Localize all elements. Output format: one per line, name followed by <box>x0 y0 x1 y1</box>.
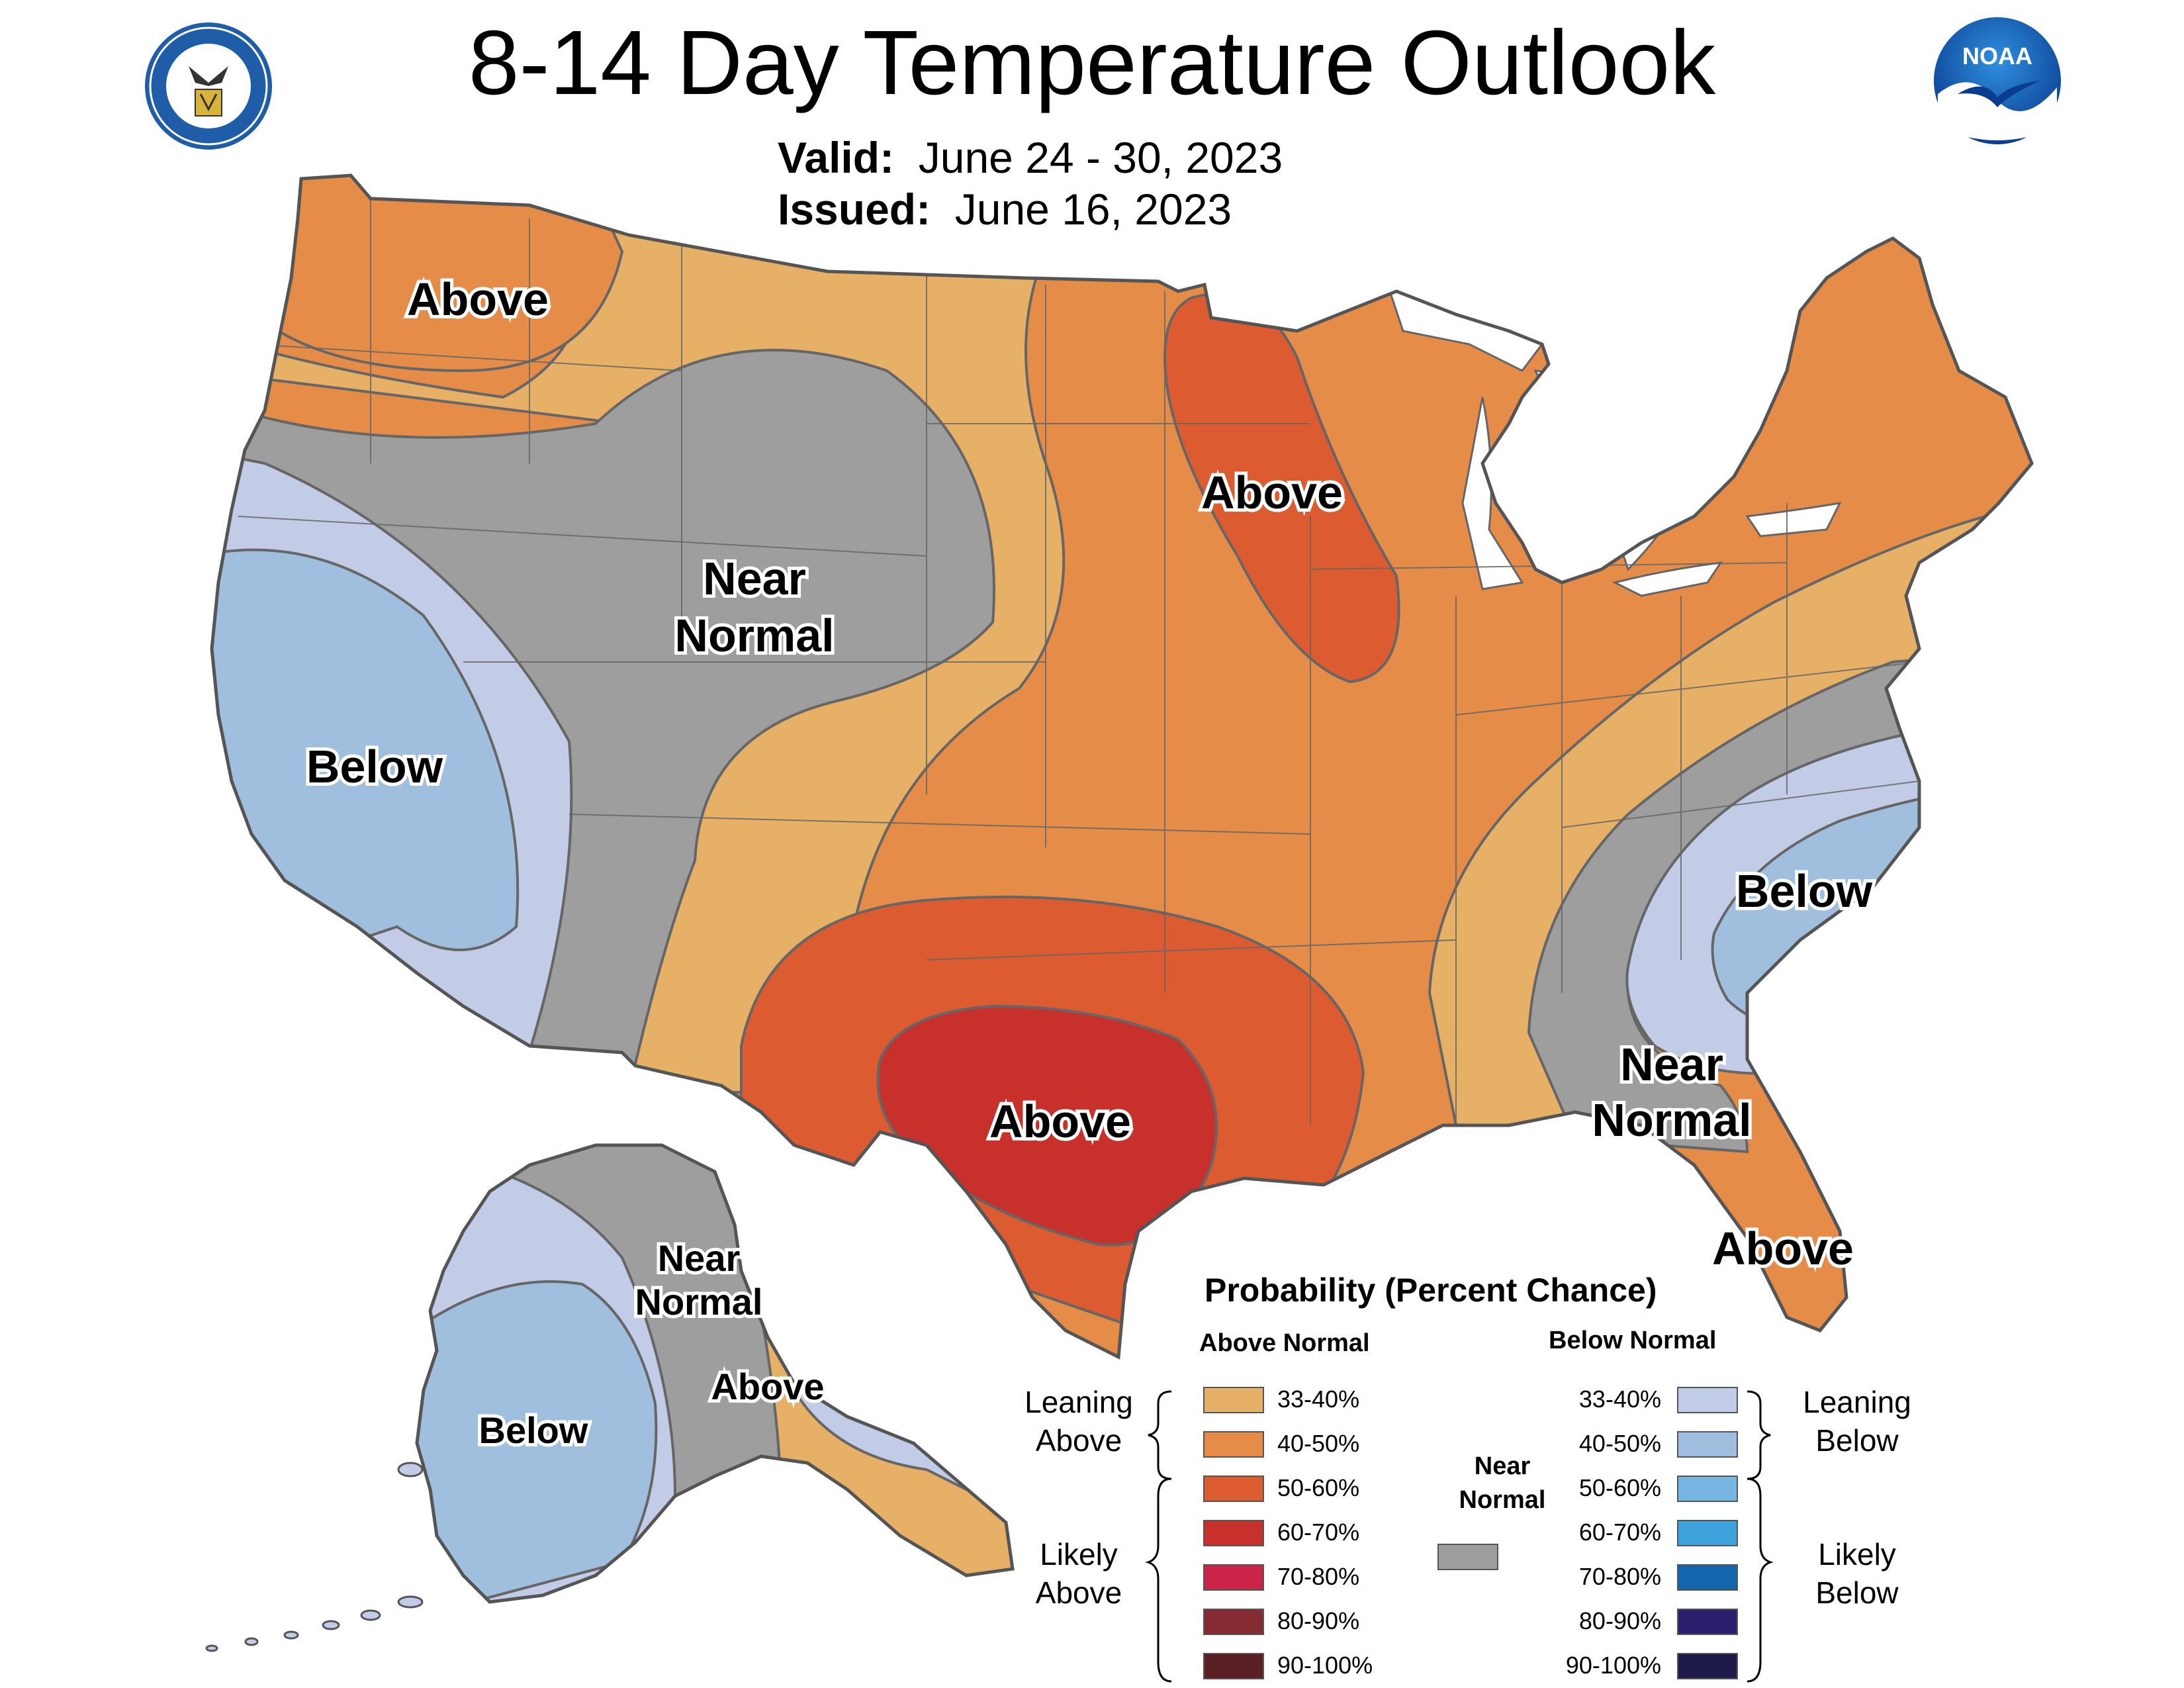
label-texas: Above <box>989 1096 1131 1147</box>
label-california: Below <box>306 741 443 792</box>
valid-value: June 24 - 30, 2023 <box>918 133 1283 182</box>
label-upper-midwest: Above <box>1201 467 1343 518</box>
label-alaska-near-1: Near <box>658 1237 741 1279</box>
label-southeast-near-2: Normal <box>1592 1094 1751 1146</box>
legend-below-swatch-3 <box>1677 1476 1738 1502</box>
legend-above-label-7: 90-100% <box>1277 1652 1373 1679</box>
legend-near-normal: Near Normal <box>1436 1450 1569 1518</box>
likely-above-line2: Above <box>1035 1575 1122 1610</box>
legend-likely-above: Likely Above <box>1006 1536 1152 1612</box>
legend-below-label-4: 60-70% <box>1578 1519 1661 1546</box>
legend-above-label-1: 33-40% <box>1277 1385 1360 1413</box>
conus-above-50-60-upper-midwest <box>1163 293 1400 684</box>
conus-map <box>212 175 2032 1357</box>
leaning-below-line1: Leaning <box>1803 1385 1911 1419</box>
legend-below-swatch-1 <box>1677 1387 1738 1413</box>
alaska-below-40-50 <box>417 1280 658 1602</box>
legend-above-swatch-2 <box>1203 1431 1264 1458</box>
conus-near-normal-west <box>212 348 995 1094</box>
legend-leaning-below: Leaning Below <box>1784 1383 1930 1460</box>
issued-value: June 16, 2023 <box>954 185 1232 234</box>
legend-below-swatch-6 <box>1677 1609 1738 1635</box>
legend-below-label-6: 80-90% <box>1578 1607 1661 1634</box>
legend-above-swatch-1 <box>1203 1387 1264 1413</box>
likely-below-line1: Likely <box>1818 1537 1896 1571</box>
label-southeast-below: Below <box>1736 865 1873 917</box>
label-southeast-near-1: Near <box>1620 1039 1723 1090</box>
legend-above-swatch-5 <box>1203 1564 1264 1591</box>
legend-above-label-6: 80-90% <box>1277 1607 1360 1634</box>
label-florida: Above <box>1712 1223 1854 1274</box>
legend-above-swatch-4 <box>1203 1520 1264 1546</box>
legend-below-label-1: 33-40% <box>1578 1385 1661 1413</box>
legend-title: Probability (Percent Chance) <box>1205 1272 1657 1309</box>
leaning-above-line2: Above <box>1035 1423 1122 1458</box>
legend-above-header: Above Normal <box>1199 1329 1370 1357</box>
label-west-near-1: Near <box>703 553 806 604</box>
legend-below-label-2: 40-50% <box>1578 1430 1661 1457</box>
legend-likely-below: Likely Below <box>1784 1536 1930 1612</box>
legend-braces <box>1145 1390 1774 1683</box>
label-alaska-above: Above <box>711 1366 824 1407</box>
map-region-labels: Above Above Near Normal Below Below Near… <box>303 270 1876 1454</box>
likely-above-line1: Likely <box>1040 1537 1118 1571</box>
legend-below-swatch-5 <box>1677 1564 1738 1591</box>
label-pacific-northwest: Above <box>407 273 549 325</box>
legend-above-swatch-7 <box>1203 1653 1264 1679</box>
near-normal-line2: Normal <box>1459 1486 1546 1515</box>
near-normal-line1: Near <box>1474 1452 1531 1480</box>
label-alaska-below: Below <box>479 1409 588 1451</box>
department-of-commerce-seal-icon <box>145 23 272 150</box>
aleutian-islands <box>205 1462 424 1652</box>
conus-above-33-40-north <box>212 197 1066 1094</box>
label-west-near-2: Normal <box>674 610 834 661</box>
alaska-outline <box>415 1143 1015 1604</box>
legend-below-swatch-4 <box>1677 1520 1738 1546</box>
legend-above-label-5: 70-80% <box>1277 1563 1360 1590</box>
label-alaska-near-2: Normal <box>635 1281 763 1323</box>
legend-above-label-2: 40-50% <box>1277 1430 1360 1457</box>
conus-above-40-50-pnw <box>212 175 624 373</box>
legend-above-label-4: 60-70% <box>1277 1519 1360 1546</box>
legend-below-label-5: 70-80% <box>1578 1563 1661 1590</box>
valid-label: Valid: <box>778 133 895 182</box>
valid-dates: Valid: June 24 - 30, 2023 Issued: June 1… <box>778 132 1283 234</box>
legend-above-label-3: 50-60% <box>1277 1474 1360 1501</box>
legend-near-normal-swatch <box>1437 1544 1498 1570</box>
legend-below-swatch-7 <box>1677 1653 1738 1679</box>
legend-below-swatch-2 <box>1677 1431 1738 1458</box>
legend-above-swatch-3 <box>1203 1476 1264 1502</box>
legend-below-label-7: 90-100% <box>1565 1652 1661 1679</box>
likely-below-line2: Below <box>1815 1575 1899 1610</box>
noaa-logo-text: NOAA <box>1962 42 2032 70</box>
legend-leaning-above: Leaning Above <box>1006 1383 1152 1460</box>
issued-label: Issued: <box>778 185 931 234</box>
legend-below-header: Below Normal <box>1549 1327 1717 1354</box>
map-title: 8-14 Day Temperature Outlook <box>468 12 1716 114</box>
conus-outline <box>210 173 2034 1360</box>
leaning-above-line1: Leaning <box>1024 1385 1133 1419</box>
legend-below-label-3: 50-60% <box>1578 1474 1661 1501</box>
alaska-above-33-40 <box>740 1217 1013 1602</box>
legend-above-swatch-6 <box>1203 1609 1264 1635</box>
leaning-below-line2: Below <box>1815 1423 1899 1458</box>
noaa-logo-icon: NOAA <box>1934 17 2061 144</box>
